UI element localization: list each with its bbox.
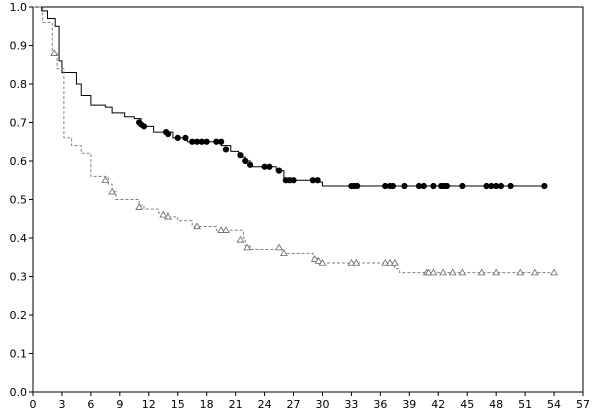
x-tick-label: 6 <box>87 398 94 411</box>
series-2-step-line <box>33 6 556 274</box>
censor-point <box>279 249 288 257</box>
x-tick-label: 51 <box>518 398 532 411</box>
censor-point <box>530 268 539 276</box>
x-tick-label: 42 <box>431 398 445 411</box>
x-axis: 0 3 6 9 12 15 18 21 24 27 30 33 36 39 42 45 48 51 54 57 <box>30 392 590 411</box>
censor-point <box>242 157 249 165</box>
y-tick-label: 0.0 <box>10 386 28 399</box>
x-tick-label: 24 <box>258 398 272 411</box>
y-tick-label: 0.5 <box>10 194 28 207</box>
censor-point <box>203 138 210 145</box>
x-tick-label: 27 <box>287 398 301 411</box>
censor-point <box>174 134 181 141</box>
censor-point <box>430 182 437 190</box>
censor-point <box>314 257 323 264</box>
x-tick-label: 3 <box>58 398 65 411</box>
censor-point <box>193 222 201 230</box>
censor-point <box>310 255 319 262</box>
y-tick-label: 0.8 <box>10 78 28 91</box>
y-axis: 0.0 0.1 0.2 0.3 0.4 0.5 0.6 0.7 0.8 0.9 1.0 <box>10 1 33 399</box>
x-tick-label: 21 <box>229 398 243 411</box>
x-tick-label: 18 <box>200 398 214 411</box>
series-1 <box>33 6 548 190</box>
censor-point <box>352 259 361 266</box>
censor-point <box>492 268 501 276</box>
y-tick-label: 0.6 <box>10 155 28 168</box>
censor-point <box>439 268 447 276</box>
censor-point <box>236 235 245 243</box>
censor-point <box>290 177 297 184</box>
x-tick-label: 9 <box>116 398 123 411</box>
censor-point <box>266 163 273 170</box>
censor-point <box>218 138 225 145</box>
y-tick-label: 0.1 <box>10 348 28 361</box>
censor-point <box>389 182 397 190</box>
censor-point <box>50 49 59 56</box>
x-tick-label: 0 <box>30 398 37 411</box>
censor-point <box>516 268 525 276</box>
series-1-step-line <box>33 6 547 187</box>
y-tick-label: 0.7 <box>10 117 28 130</box>
y-tick-label: 0.3 <box>10 271 28 284</box>
x-tick-label: 48 <box>489 398 503 411</box>
series-2 <box>33 6 558 276</box>
x-tick-label: 33 <box>344 398 358 411</box>
x-tick-label: 36 <box>373 398 387 411</box>
censor-point <box>381 259 390 266</box>
censor-point <box>140 123 148 130</box>
censor-point <box>318 259 327 266</box>
x-tick-label: 57 <box>576 398 590 411</box>
censor-point <box>541 182 548 190</box>
x-tick-label: 30 <box>315 398 329 411</box>
x-tick-label: 45 <box>460 398 474 411</box>
censor-point <box>443 182 451 190</box>
censor-point <box>275 243 283 251</box>
censor-point <box>135 203 144 210</box>
censor-point <box>237 152 244 159</box>
censor-point <box>429 268 438 276</box>
censor-point <box>420 182 427 190</box>
x-tick-label: 39 <box>402 398 416 411</box>
censor-point <box>347 259 356 266</box>
censor-point <box>424 268 433 276</box>
censor-point <box>314 177 321 184</box>
censor-point <box>101 176 110 183</box>
censor-point <box>164 212 172 220</box>
censor-point <box>458 268 467 276</box>
censor-point <box>159 210 168 218</box>
series-layer <box>33 6 558 276</box>
y-tick-label: 0.9 <box>10 40 28 53</box>
x-tick-label: 15 <box>171 398 185 411</box>
censor-point <box>182 134 189 141</box>
censor-point <box>217 226 226 233</box>
censor-point <box>222 146 230 153</box>
censor-point <box>222 226 230 233</box>
censor-point <box>386 259 394 266</box>
y-tick-label: 1.0 <box>10 1 28 14</box>
censor-point <box>550 268 558 276</box>
censor-point <box>247 161 254 168</box>
censor-point <box>401 182 408 190</box>
censor-point <box>497 182 505 190</box>
censor-point <box>448 268 457 276</box>
censor-point <box>477 268 486 276</box>
censor-point <box>275 167 283 174</box>
censor-point <box>354 182 361 190</box>
x-tick-label: 54 <box>547 398 561 411</box>
censor-point <box>459 182 466 190</box>
censor-point <box>108 187 117 195</box>
censor-point <box>164 130 172 138</box>
censor-point <box>390 259 399 266</box>
y-tick-label: 0.4 <box>10 232 28 245</box>
censor-point <box>507 182 514 190</box>
censor-point <box>243 243 252 251</box>
y-tick-label: 0.2 <box>10 309 28 322</box>
x-tick-label: 12 <box>142 398 156 411</box>
